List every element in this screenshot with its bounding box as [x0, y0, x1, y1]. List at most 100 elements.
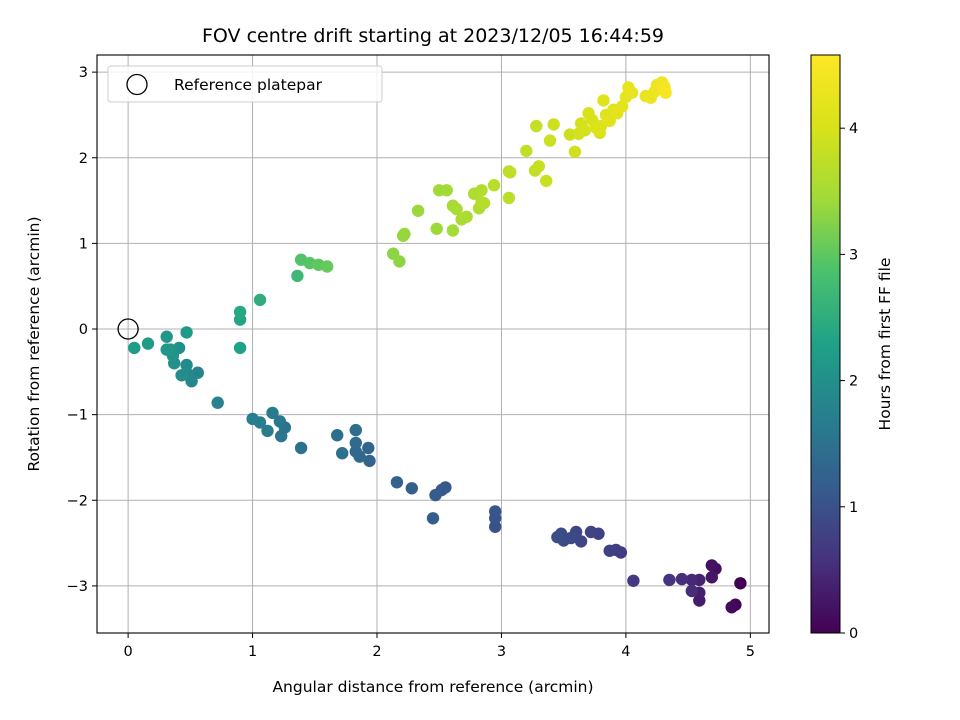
- grid: [97, 55, 769, 633]
- scatter-point: [547, 118, 560, 131]
- scatter-point: [489, 505, 502, 518]
- scatter-point: [294, 441, 308, 455]
- scatter-point: [426, 512, 440, 525]
- scatter-point: [460, 210, 473, 223]
- scatter-point: [574, 535, 588, 548]
- colorbar: 0 1 2 3 4 Hours from first FF file: [810, 54, 894, 642]
- scatter-point: [597, 94, 610, 107]
- scatter-point: [233, 341, 247, 355]
- scatter-point: [625, 86, 639, 99]
- colorbar-tick-label: 2: [849, 374, 858, 390]
- scatter-point: [705, 571, 718, 584]
- x-axis-label: Angular distance from reference (arcmin): [272, 678, 593, 696]
- scatter-point: [246, 412, 259, 426]
- legend: Reference platepar: [107, 65, 383, 103]
- scatter-point: [532, 160, 545, 173]
- plot-frame: [96, 54, 770, 634]
- reference-marker-layer: [117, 318, 139, 340]
- x-tick-label: 5: [746, 644, 755, 660]
- scatter-point: [440, 184, 453, 197]
- scatter-point: [477, 196, 491, 210]
- y-tick-label: 1: [79, 236, 88, 252]
- y-tick-label: −3: [67, 579, 88, 595]
- scatter-point: [725, 601, 738, 614]
- y-tick-label: −2: [67, 493, 88, 509]
- scatter-point: [504, 166, 517, 179]
- scatter-point: [128, 341, 141, 355]
- x-tick-label: 1: [248, 644, 257, 660]
- x-tick-label: 4: [621, 644, 630, 660]
- y-tick-label: 0: [79, 322, 88, 338]
- scatter-point: [362, 441, 375, 455]
- scatter-point: [627, 574, 640, 587]
- colorbar-ticks: 0 1 2 3 4: [840, 121, 858, 642]
- scatter-point: [405, 482, 418, 495]
- scatter-point: [180, 358, 193, 372]
- scatter-point: [475, 184, 488, 197]
- scatter-point: [446, 224, 460, 237]
- scatter-point: [685, 573, 698, 587]
- chart-title: FOV centre drift starting at 2023/12/05 …: [202, 25, 664, 47]
- scatter-point: [578, 124, 591, 137]
- y-tick-label: 2: [79, 151, 88, 167]
- scatter-point: [411, 204, 425, 217]
- scatter-point: [520, 144, 533, 158]
- scatter-point: [734, 577, 747, 590]
- y-tick-label: 3: [79, 65, 88, 81]
- scatter-point: [390, 476, 404, 489]
- scatter-point: [336, 447, 349, 460]
- scatter-point: [291, 269, 304, 283]
- scatter-point: [603, 114, 616, 128]
- scatter-point: [551, 530, 564, 544]
- scatter-point: [430, 222, 443, 235]
- scatter-point: [233, 305, 247, 319]
- scatter-point: [321, 260, 334, 273]
- scatter-point: [659, 86, 672, 99]
- scatter-point: [502, 191, 516, 205]
- colorbar-label: Hours from first FF file: [876, 258, 894, 431]
- colorbar-tick-label: 1: [849, 500, 858, 516]
- colorbar-tick-label: 0: [849, 626, 858, 642]
- x-tick-label: 2: [372, 644, 381, 660]
- scatter-point: [211, 396, 224, 409]
- x-tick-label: 0: [123, 644, 132, 660]
- y-tick-label: −1: [67, 408, 88, 424]
- scatter-point: [487, 179, 501, 192]
- legend-entry-reference: Reference platepar: [174, 76, 323, 94]
- scatter-point: [253, 293, 267, 307]
- scatter-point: [273, 415, 287, 428]
- scatter-point: [261, 424, 274, 438]
- scatter-point: [180, 326, 193, 339]
- y-axis-ticks: −3 −2 −1 0 1 2 3: [67, 65, 97, 595]
- scatter-point: [685, 584, 698, 598]
- scatter-point: [530, 119, 543, 133]
- scatter-point: [540, 174, 553, 188]
- scatter-point: [393, 255, 406, 268]
- scatter-point: [543, 134, 557, 147]
- y-axis-label: Rotation from reference (arcmin): [25, 216, 43, 471]
- reference-platepar-marker: [117, 318, 139, 340]
- data-points: [128, 76, 747, 614]
- scatter-point: [584, 525, 598, 539]
- scatter-point: [275, 429, 288, 443]
- scatter-point: [141, 337, 155, 350]
- scatter-point: [616, 100, 629, 113]
- scatter-point: [450, 202, 463, 216]
- scatter-point: [349, 423, 362, 437]
- scatter-point: [429, 488, 442, 502]
- scatter-point: [331, 429, 344, 442]
- scatter-point: [603, 544, 616, 557]
- scatter-point: [160, 330, 173, 343]
- scatter-point: [568, 145, 582, 158]
- scatter-point: [489, 520, 502, 533]
- colorbar-tick-label: 3: [849, 247, 858, 263]
- scatter-point: [398, 227, 411, 241]
- colorbar-tick-label: 4: [849, 121, 858, 137]
- colorbar-frame: [810, 54, 841, 634]
- scatter-point: [705, 559, 718, 572]
- scatter-point: [363, 454, 376, 468]
- scatter-point: [349, 436, 362, 450]
- scatter-point: [663, 573, 676, 587]
- scatter-point: [675, 572, 689, 586]
